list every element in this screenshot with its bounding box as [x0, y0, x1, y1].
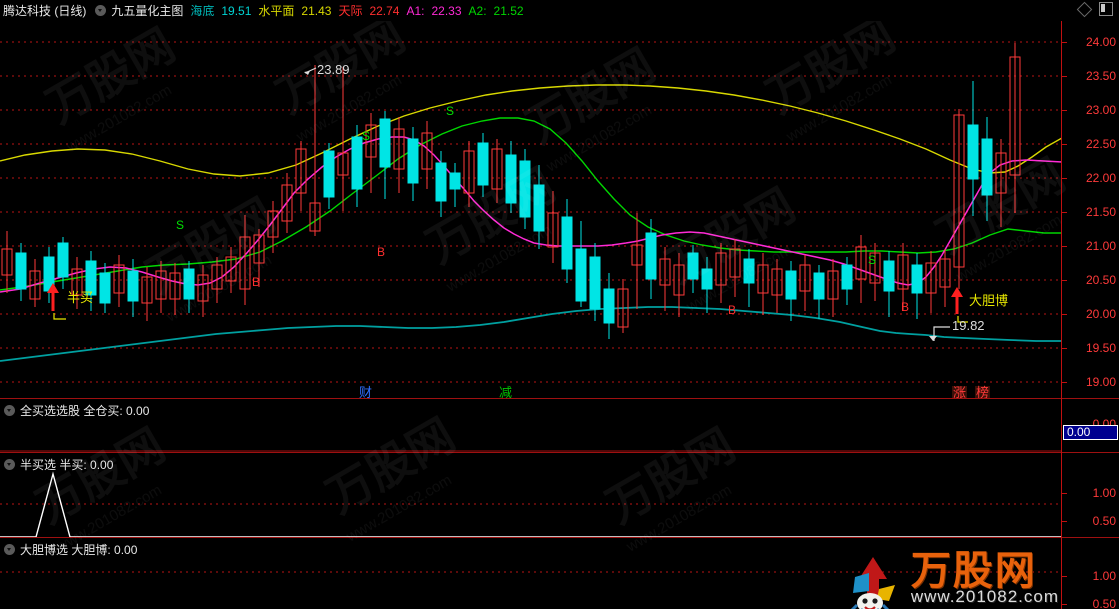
chart-header-bar: 腾达科技 (日线) 九五量化主图 海底 19.51 水平面 21.43 天际 2… — [0, 0, 1119, 21]
pane-c-value: 0.00 — [114, 543, 138, 557]
stock-name[interactable]: 腾达科技 (日线) — [3, 4, 87, 18]
signal-b: B — [728, 303, 737, 317]
pane-quancangmai[interactable]: 全买选选股 全仓买: 0.00 — [0, 398, 1119, 453]
pane-b-title: 半买选 半买: 0.00 — [4, 456, 113, 473]
pane-a-title: 全买选选股 全仓买: 0.00 — [4, 402, 149, 419]
indicator-name[interactable]: 九五量化主图 — [111, 4, 184, 18]
tag-zhang: 涨 — [952, 385, 968, 398]
field-value-haidi: 19.51 — [221, 3, 252, 18]
grid-lines — [0, 41, 1062, 383]
price-chart-svg — [0, 41, 1062, 383]
field-label-haidi: 海底 — [190, 4, 215, 18]
tag-cai: 财 — [358, 385, 374, 398]
chevron-down-icon[interactable] — [4, 405, 15, 416]
chevron-down-icon[interactable] — [4, 459, 15, 470]
haidi-line — [0, 306, 1062, 362]
bold-bet-tag: 大胆博 — [969, 293, 1009, 308]
a2-line — [0, 117, 1062, 291]
field-value-a2: 21.52 — [493, 3, 524, 18]
pane-c-title: 大胆博选 大胆博: 0.00 — [4, 541, 137, 558]
pane-b-name[interactable]: 半买选 — [20, 458, 57, 472]
field-value-a1: 22.33 — [431, 3, 462, 18]
signal-b: B — [901, 300, 910, 314]
high-price-callout: 23.89 — [317, 62, 350, 77]
pane-b-value: 0.00 — [90, 458, 114, 472]
candlestick-series — [1, 43, 1021, 339]
pane-dadanbo[interactable]: 大胆博选 大胆博: 0.00 — [0, 537, 1119, 609]
pane-c-series-label: 大胆博: — [71, 543, 111, 557]
pane-a-value: 0.00 — [126, 404, 150, 418]
signal-s: S — [362, 129, 371, 143]
tianji-line — [0, 84, 1062, 177]
pane-a-series-label: 全仓买: — [83, 404, 123, 418]
signal-s: S — [176, 218, 185, 232]
field-value-tianji: 22.74 — [369, 3, 400, 18]
tag-jian: 减 — [498, 385, 514, 398]
field-label-a2: A2: — [468, 3, 487, 18]
pane-b-svg — [0, 471, 1062, 537]
signal-b: B — [377, 245, 386, 259]
pane-a-name[interactable]: 全买选选股 — [20, 404, 81, 418]
chevron-down-icon[interactable] — [4, 544, 15, 555]
pane-b-series-label: 半买: — [59, 458, 87, 472]
field-value-shuipingmian: 21.43 — [301, 3, 332, 18]
buy-half-tag: 半买 — [67, 290, 94, 305]
diamond-icon[interactable] — [1076, 1, 1093, 17]
low-price-callout: 19.82 — [952, 318, 985, 333]
pane-c-name[interactable]: 大胆博选 — [20, 543, 69, 557]
signal-b: B — [252, 275, 261, 289]
tag-bang: 榜 — [975, 385, 991, 398]
signal-s: S — [446, 104, 455, 118]
chevron-down-icon[interactable] — [95, 5, 107, 16]
callout-arrows — [47, 67, 968, 341]
signal-s: S — [868, 253, 877, 267]
field-label-shuipingmian: 水平面 — [258, 4, 295, 18]
field-label-tianji: 天际 — [338, 4, 363, 18]
pane-c-svg — [0, 571, 1062, 573]
banmai-signal-spike — [0, 471, 1062, 537]
pane-banmai[interactable]: 半买选 半买: 0.00 — [0, 452, 1119, 538]
window-split-icon[interactable] — [1099, 2, 1113, 16]
main-price-pane[interactable]: S S S B B B S B 23.89 19.82 半买 大胆博 财 减 涨… — [0, 21, 1119, 398]
header-right-icons — [1076, 1, 1113, 17]
field-label-a1: A1: — [406, 3, 425, 18]
pane-a-svg — [0, 450, 1062, 452]
